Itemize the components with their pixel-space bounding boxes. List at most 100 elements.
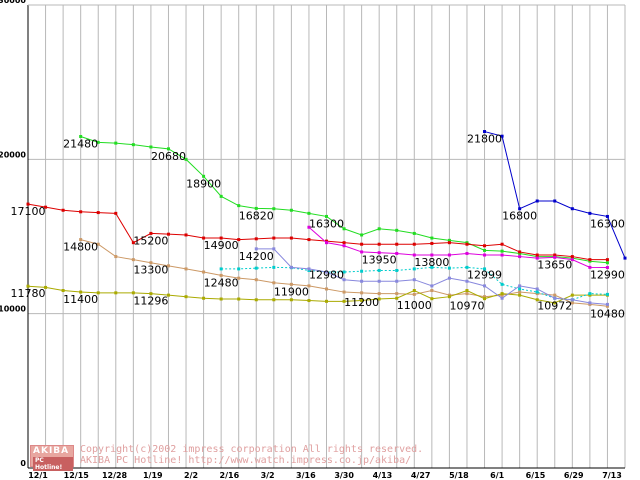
- series-point: [96, 291, 100, 295]
- series-point: [360, 291, 364, 295]
- series-point: [79, 290, 83, 294]
- series-point: [518, 255, 522, 259]
- data-label: 16300: [309, 217, 344, 230]
- axes: 0 10000 20000 30000 12/1 12/15 12/28 1/19 2/2 2/1…: [0, 0, 625, 480]
- series-point: [254, 298, 258, 302]
- series-point: [588, 211, 592, 215]
- series-point: [96, 211, 100, 215]
- series-point: [553, 253, 557, 257]
- series-point: [605, 304, 609, 308]
- series-point: [605, 261, 609, 265]
- series-point: [219, 236, 223, 240]
- series-point: [500, 134, 504, 138]
- series-point: [605, 292, 609, 296]
- series-point: [79, 210, 83, 214]
- series-point: [377, 251, 381, 255]
- series-point: [307, 211, 311, 215]
- series-point: [553, 301, 557, 305]
- series-point: [518, 293, 522, 297]
- data-label: 21480: [63, 137, 98, 150]
- series-point: [61, 208, 65, 212]
- series-point: [412, 231, 416, 235]
- series-point: [447, 276, 451, 280]
- data-label: 14200: [239, 250, 274, 263]
- series-point: [342, 270, 346, 274]
- series-line: [27, 203, 608, 261]
- series-point: [131, 258, 135, 262]
- series-point: [430, 284, 434, 288]
- series-point: [166, 147, 170, 151]
- copyright-url-line: AKIBA PC Hotline! http://www.watch.impre…: [80, 455, 412, 466]
- series-point: [570, 301, 574, 305]
- series-point: [289, 298, 293, 302]
- series-point: [605, 302, 609, 306]
- series-point: [483, 248, 487, 252]
- series-point: [289, 265, 293, 269]
- series-point: [307, 225, 311, 229]
- series-point: [131, 241, 135, 245]
- series-point: [447, 238, 451, 242]
- series-point: [131, 143, 135, 147]
- series-point: [395, 279, 399, 283]
- series-point: [430, 236, 434, 240]
- series-point: [237, 267, 241, 271]
- series-point: [395, 228, 399, 232]
- data-label: 11780: [11, 287, 46, 300]
- series-point: [219, 297, 223, 301]
- series-point: [342, 241, 346, 245]
- series-point: [254, 278, 258, 282]
- series-point: [325, 270, 328, 274]
- series-point: [430, 253, 434, 257]
- series-point: [553, 199, 557, 203]
- series-point: [605, 266, 609, 270]
- series-point: [570, 255, 574, 259]
- series-point: [570, 258, 574, 262]
- data-label: 13950: [362, 254, 397, 267]
- x-tick-label: 4/27: [411, 471, 431, 480]
- series-point: [588, 293, 592, 297]
- data-label: 10970: [449, 300, 484, 313]
- series-point: [289, 236, 293, 240]
- x-tick-label: 12/15: [64, 471, 90, 480]
- data-label: 13800: [414, 256, 449, 269]
- akiba-logo: AKIBA PC Hotline!: [30, 445, 74, 471]
- series-point: [325, 241, 328, 245]
- data-label: 14800: [63, 241, 98, 254]
- series-point: [535, 199, 539, 203]
- series-point: [149, 261, 153, 265]
- series-point: [237, 238, 241, 242]
- series-point: [202, 236, 206, 240]
- series-point: [377, 297, 381, 301]
- series-point: [430, 241, 434, 245]
- series-point: [412, 242, 416, 246]
- series-point: [219, 194, 223, 198]
- series-point: [535, 290, 539, 294]
- series-point: [166, 293, 170, 297]
- series-point: [377, 227, 381, 231]
- data-label: 20680: [151, 150, 186, 163]
- series-point: [289, 282, 293, 286]
- data-label: 13650: [537, 258, 572, 271]
- series-point: [395, 242, 399, 246]
- series-point: [26, 202, 30, 206]
- series-point: [289, 208, 293, 212]
- series-point: [131, 291, 135, 295]
- data-label: 13300: [133, 264, 168, 277]
- series-point: [114, 255, 118, 259]
- series-point: [570, 256, 574, 260]
- series-point: [149, 145, 153, 149]
- series-point: [465, 242, 469, 246]
- data-label: 18900: [186, 177, 221, 190]
- copyright-line: Copyright(c)2002 impress corporation All…: [80, 444, 424, 455]
- series-point: [465, 251, 469, 255]
- data-label: 16820: [239, 209, 274, 222]
- series-point: [535, 255, 539, 259]
- series-point: [588, 259, 592, 263]
- data-label: 11400: [63, 293, 98, 306]
- series-point: [500, 249, 504, 253]
- series-point: [518, 290, 522, 294]
- series-point: [96, 140, 100, 144]
- data-label: 15200: [133, 234, 168, 247]
- series-point: [500, 293, 504, 297]
